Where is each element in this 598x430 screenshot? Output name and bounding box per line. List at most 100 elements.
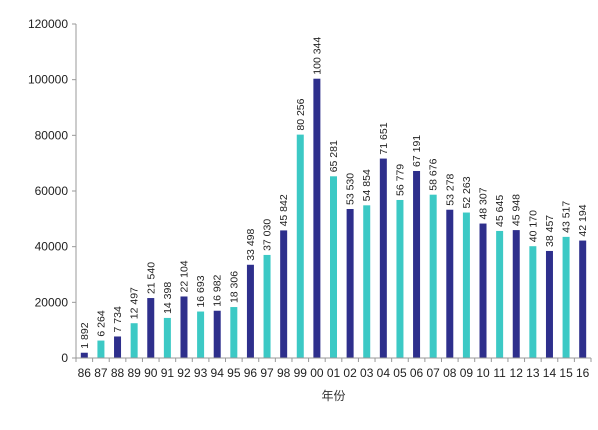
bar-92: [180, 296, 188, 358]
bar-12: [512, 230, 520, 358]
x-tick-label: 87: [94, 366, 108, 380]
data-label-95: 18 306: [228, 271, 240, 303]
bar-02: [346, 209, 354, 358]
x-tick-label: 09: [460, 366, 474, 380]
bar-88: [114, 336, 122, 358]
y-axis: 0 20000 40000 60000 80000 100000 120000: [28, 17, 77, 365]
bar-00: [313, 78, 321, 358]
bar-04: [379, 158, 387, 358]
data-label-91: 14 398: [162, 282, 174, 314]
data-label-97: 37 030: [262, 219, 274, 251]
data-label-11: 45 645: [494, 195, 506, 227]
bar-94: [213, 310, 221, 358]
data-label-05: 56 779: [394, 164, 406, 196]
data-label-01: 65 281: [328, 140, 340, 172]
x-tick-label: 10: [476, 366, 490, 380]
data-label-06: 67 191: [411, 135, 423, 167]
bar-05: [396, 199, 404, 358]
x-tick-label: 06: [410, 366, 424, 380]
bar-03: [363, 205, 371, 358]
x-tick-label: 01: [327, 366, 341, 380]
bar-07: [429, 194, 437, 358]
y-tick-label: 120000: [28, 17, 68, 31]
x-tick-label: 96: [244, 366, 258, 380]
x-tick-label: 91: [161, 366, 175, 380]
data-label-14: 38 457: [544, 215, 556, 247]
x-tick-label: 11: [493, 366, 506, 380]
data-label-88: 7 734: [112, 306, 124, 332]
bar-16: [579, 240, 587, 358]
bar-11: [496, 230, 504, 358]
bar-15: [562, 236, 570, 358]
bar-89: [130, 323, 138, 358]
data-label-92: 22 104: [178, 260, 190, 292]
bar-93: [197, 311, 205, 358]
x-tick-label: 00: [310, 366, 324, 380]
x-tick-label: 93: [194, 366, 208, 380]
data-label-96: 33 498: [245, 228, 257, 260]
y-tick-label: 0: [61, 351, 68, 365]
data-label-09: 52 263: [461, 176, 473, 208]
x-tick-label: 86: [78, 366, 92, 380]
data-label-08: 53 278: [444, 173, 456, 205]
x-tick-label: 03: [360, 366, 374, 380]
bar-06: [413, 170, 421, 358]
x-tick-label: 16: [576, 366, 590, 380]
data-label-15: 43 517: [561, 201, 573, 233]
x-tick-label: 97: [260, 366, 274, 380]
data-label-87: 6 264: [95, 310, 107, 336]
data-label-12: 45 948: [511, 194, 523, 226]
x-axis: 86 87 88 89 90 91 92 93 94 95 96 97 98 99 00 01 02 03 04 05…: [75, 357, 592, 380]
bars: 1 892 6 264 7 734 12 497 21 540 14 398 22 104 1…: [79, 37, 589, 358]
data-label-99: 80 256: [295, 98, 307, 130]
bar-90: [147, 298, 155, 358]
bar-86: [80, 352, 88, 358]
data-label-07: 58 676: [428, 158, 440, 190]
data-label-10: 48 307: [478, 187, 490, 219]
x-tick-label: 12: [510, 366, 524, 380]
x-tick-label: 94: [211, 366, 225, 380]
bar-08: [446, 209, 454, 358]
x-tick-label: 15: [559, 366, 573, 380]
data-label-16: 42 194: [577, 204, 589, 236]
bar-95: [230, 307, 238, 358]
bar-14: [545, 250, 553, 358]
x-tick-label: 92: [177, 366, 191, 380]
x-tick-label: 07: [426, 366, 440, 380]
x-tick-label: 89: [127, 366, 141, 380]
y-tick-label: 40000: [35, 240, 69, 254]
bar-98: [280, 230, 288, 358]
bar-87: [97, 340, 105, 358]
bar-13: [529, 246, 537, 358]
data-label-98: 45 842: [278, 194, 290, 226]
data-label-04: 71 651: [378, 122, 390, 154]
data-label-89: 12 497: [129, 287, 141, 319]
x-tick-label: 88: [111, 366, 125, 380]
bar-01: [330, 176, 337, 358]
bar-10: [479, 223, 487, 358]
x-tick-label: 99: [294, 366, 308, 380]
data-label-02: 53 530: [345, 173, 357, 205]
x-tick-label: 98: [277, 366, 291, 380]
x-tick-label: 02: [343, 366, 357, 380]
data-label-90: 21 540: [145, 262, 157, 294]
x-tick-label: 90: [144, 366, 158, 380]
data-label-03: 54 854: [361, 169, 373, 201]
x-axis-title: 年份: [321, 389, 345, 403]
x-tick-label: 05: [393, 366, 407, 380]
bar-99: [296, 134, 304, 358]
y-tick-label: 60000: [35, 184, 69, 198]
x-tick-label: 14: [543, 366, 557, 380]
x-tick-label: 08: [443, 366, 457, 380]
y-tick-label: 80000: [35, 128, 69, 142]
data-label-13: 40 170: [527, 210, 539, 242]
data-label-93: 16 693: [195, 275, 207, 307]
data-label-94: 16 982: [212, 274, 224, 306]
data-label-00: 100 344: [311, 37, 323, 75]
y-tick-label: 100000: [28, 73, 68, 87]
bar-09: [462, 212, 470, 358]
x-tick-label: 13: [526, 366, 540, 380]
y-tick-label: 20000: [35, 295, 69, 309]
x-tick-label: 95: [227, 366, 241, 380]
